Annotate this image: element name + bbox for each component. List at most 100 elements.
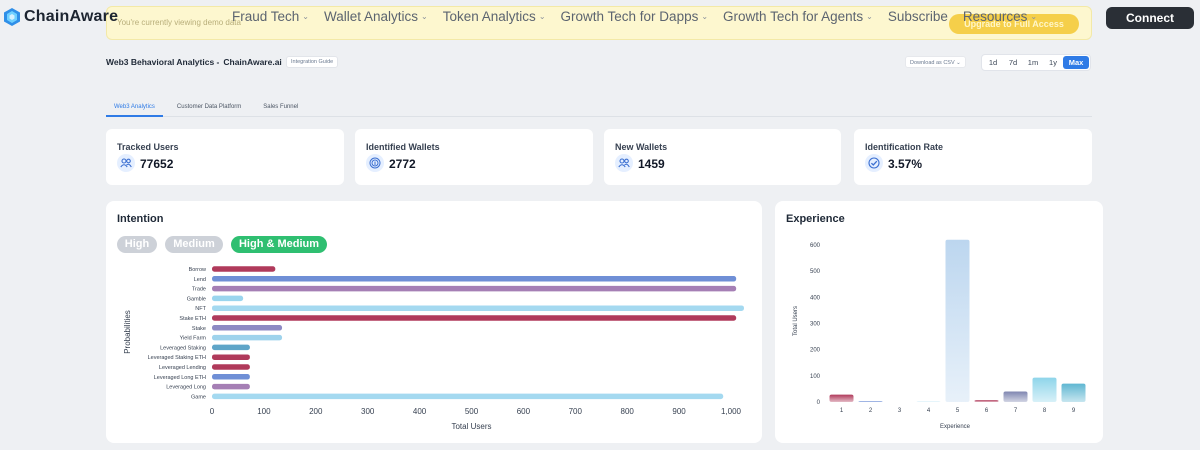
y-tick-label: 500 — [810, 269, 821, 275]
tab-web3-analytics[interactable]: Web3 Analytics — [106, 100, 163, 117]
category-label: Leveraged Long ETH — [154, 375, 206, 381]
users-icon — [615, 154, 633, 172]
x-tick-label: 2 — [869, 408, 873, 414]
connect-button[interactable]: Connect — [1106, 7, 1194, 29]
stat-value: 2772 — [389, 157, 416, 171]
stat-label: Identified Wallets — [366, 142, 440, 152]
bar — [212, 276, 737, 282]
bar — [212, 295, 244, 302]
x-tick-label: 7 — [1014, 408, 1018, 414]
range-1d[interactable]: 1d — [988, 58, 998, 67]
time-range-selector: 1d 7d 1m 1y Max — [981, 54, 1091, 71]
menu-growth-tech-agents[interactable]: Growth Tech for Agents ⌄ — [723, 9, 873, 24]
menu-token-analytics[interactable]: Token Analytics ⌄ — [442, 9, 546, 24]
chevron-down-icon: ⌄ — [302, 12, 309, 21]
category-label: Trade — [192, 287, 206, 293]
range-1y[interactable]: 1y — [1049, 58, 1057, 67]
check-badge-icon — [865, 154, 883, 172]
x-tick-label: 5 — [956, 408, 960, 414]
menu-fraud-tech[interactable]: Fraud Tech ⌄ — [232, 9, 309, 24]
category-label: NFT — [195, 306, 206, 312]
filter-high[interactable]: High — [117, 236, 157, 253]
y-axis-label: Total Users — [793, 306, 799, 336]
filter-medium[interactable]: Medium — [165, 236, 223, 253]
y-tick-label: 0 — [817, 400, 821, 406]
category-label: Stake — [192, 326, 206, 332]
chevron-down-icon: ⌄ — [866, 12, 873, 21]
x-tick-label: 900 — [672, 407, 686, 416]
stat-card-new-wallets: New Wallets 1459 — [604, 129, 841, 185]
bar — [212, 334, 283, 341]
category-label: Yield Farm — [180, 336, 207, 342]
x-tick-label: 400 — [413, 407, 427, 416]
tab-sales-funnel[interactable]: Sales Funnel — [263, 104, 299, 110]
tab-customer-data-platform[interactable]: Customer Data Platform — [176, 104, 242, 110]
stat-value: 1459 — [638, 157, 665, 171]
range-1m[interactable]: 1m — [1027, 58, 1039, 67]
menu-wallet-analytics[interactable]: Wallet Analytics ⌄ — [324, 9, 428, 24]
x-tick-label: 700 — [569, 407, 583, 416]
logo-icon — [4, 8, 20, 26]
category-label: Stake ETH — [179, 316, 206, 322]
y-axis-label: Probabilities — [123, 310, 132, 354]
x-tick-label: 200 — [309, 407, 323, 416]
filter-high-medium[interactable]: High & Medium — [231, 236, 327, 253]
x-tick-label: 800 — [621, 407, 635, 416]
bar — [212, 374, 250, 380]
bar — [1003, 391, 1028, 402]
chevron-down-icon: ⌄ — [701, 12, 709, 21]
chevron-down-icon: ⌄ — [538, 12, 546, 21]
category-label: Lend — [194, 277, 206, 283]
bar — [212, 305, 744, 311]
stat-card-identified-wallets: Identified Wallets 2772 — [355, 129, 593, 185]
x-tick-label: 600 — [517, 407, 531, 416]
x-tick-label: 1 — [840, 408, 844, 414]
category-label: Leveraged Staking — [160, 345, 206, 351]
stat-card-tracked-users: Tracked Users 77652 — [106, 129, 344, 185]
bar — [212, 383, 250, 390]
main-menu: Fraud Tech ⌄ Wallet Analytics ⌄ Token Anal… — [232, 9, 1052, 24]
x-tick-label: 500 — [465, 407, 479, 416]
bar — [974, 400, 999, 402]
x-tick-label: 300 — [361, 407, 375, 416]
x-tick-label: 8 — [1043, 408, 1047, 414]
intention-panel: Intention High Medium High & Medium Borr… — [106, 201, 762, 443]
bar — [829, 394, 854, 402]
integration-guide-button[interactable]: Integration Guide — [286, 56, 339, 68]
range-max[interactable]: Max — [1063, 56, 1089, 69]
category-label: Game — [191, 394, 206, 400]
stat-label: Identification Rate — [865, 142, 944, 152]
category-label: Leveraged Staking ETH — [148, 355, 206, 361]
bar — [1061, 383, 1086, 402]
x-tick-label: 6 — [985, 408, 989, 414]
users-icon — [117, 154, 135, 172]
menu-growth-tech-dapps[interactable]: Growth Tech for Dapps ⌄ — [560, 9, 709, 24]
bar — [945, 239, 970, 402]
stat-label: Tracked Users — [117, 142, 179, 152]
intention-title: Intention — [117, 213, 164, 225]
menu-subscribe[interactable]: Subscribe — [887, 9, 948, 24]
logo[interactable]: ChainAware — [4, 8, 118, 26]
top-nav: ChainAware Fraud Tech ⌄ Wallet Analytics ⌄… — [0, 0, 1200, 36]
intention-chart: Borrow Lend Trade Gamble NFT Stake ETH Stake Yi… — [123, 266, 744, 431]
bar — [212, 364, 250, 370]
range-7d[interactable]: 7d — [1008, 58, 1018, 67]
category-label: Gamble — [187, 296, 206, 302]
x-tick-label: 0 — [210, 407, 215, 416]
chevron-down-icon: ⌄ — [1030, 12, 1038, 21]
experience-chart: 0 100 200 300 400 500 600 1 2 3 4 5 6 7 8 9 Experience To… — [793, 239, 1086, 430]
bar — [212, 393, 724, 400]
demo-banner: You're currently viewing demo data Upgra… — [106, 6, 1092, 40]
stat-card-identification-rate: Identification Rate 3.57% — [854, 129, 1092, 185]
stat-value: 77652 — [140, 157, 174, 171]
menu-resources[interactable]: Resources ⌄ — [962, 9, 1038, 24]
x-tick-label: 100 — [257, 407, 271, 416]
upgrade-button[interactable]: Upgrade to Full Access — [949, 14, 1079, 34]
stat-label: New Wallets — [615, 142, 668, 152]
chevron-down-icon: ⌄ — [421, 12, 428, 21]
chevron-down-icon: ⌄ — [956, 60, 961, 66]
bar — [212, 354, 250, 360]
download-csv-button[interactable]: Download as CSV ⌄ — [905, 56, 966, 68]
category-label: Leveraged Long — [166, 385, 206, 391]
x-axis-label: Total Users — [451, 422, 491, 431]
